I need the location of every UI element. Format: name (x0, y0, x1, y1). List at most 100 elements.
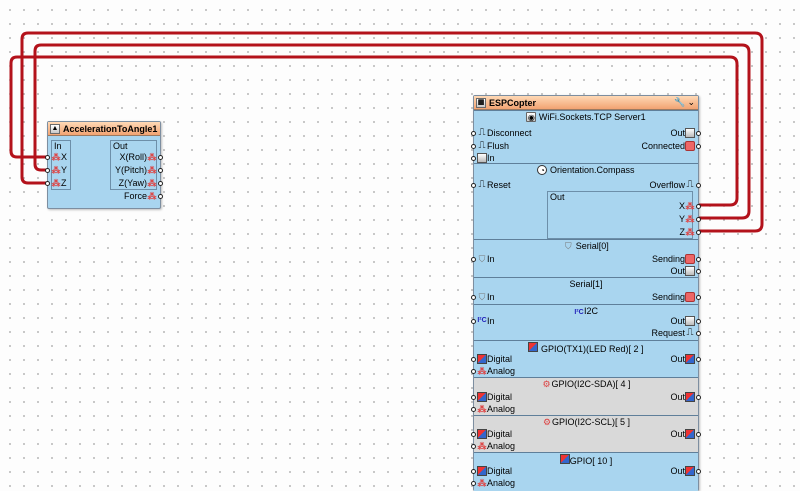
pin-analog[interactable]: Analog (471, 403, 515, 415)
pin-out[interactable]: Out (670, 315, 701, 327)
pin-connector[interactable] (696, 330, 701, 336)
pin-connector[interactable] (696, 431, 701, 437)
output-pin-force[interactable]: Force (124, 190, 163, 202)
pin-flush[interactable]: Flush (471, 140, 509, 152)
digital-icon (685, 141, 695, 151)
pin-overflow[interactable]: Overflow (649, 179, 701, 191)
gpio-10-section: GPIO[ 10 ] Digital Analog Out (471, 452, 701, 491)
pin-reset[interactable]: Reset (471, 179, 511, 191)
pin-connector[interactable] (471, 256, 476, 262)
component-header[interactable]: ▦ ESPCopter 🔧 ⌄ (474, 96, 698, 110)
pin-out[interactable]: Out (670, 265, 701, 277)
pin-connector[interactable] (471, 294, 476, 300)
input-pin-z[interactable]: Z (45, 177, 67, 189)
pin-connector[interactable] (471, 468, 476, 474)
pin-connector[interactable] (696, 229, 701, 235)
pin-connector[interactable] (696, 216, 701, 222)
output-pin-pitch[interactable]: Y(Pitch) (115, 164, 163, 176)
pin-connector[interactable] (158, 154, 163, 160)
pin-connected[interactable]: Connected (641, 140, 701, 152)
pin-disconnect[interactable]: Disconnect (471, 127, 532, 139)
pin-connector[interactable] (696, 468, 701, 474)
pin-in[interactable]: In (471, 152, 495, 164)
pin-connector[interactable] (696, 130, 701, 136)
chevron-down-icon[interactable]: ⌄ (687, 97, 695, 107)
espcopter-component[interactable]: ▦ ESPCopter 🔧 ⌄ ◉ WiFi.Sockets.TCP Serve… (471, 95, 701, 491)
component-header[interactable]: ▲ AccelerationToAngle1 (48, 122, 160, 136)
pin-connector[interactable] (696, 318, 701, 324)
pin-out[interactable]: Out (670, 465, 701, 477)
pin-connector[interactable] (696, 356, 701, 362)
section-title: I²CI2C (574, 306, 598, 316)
pulse-icon (685, 328, 695, 338)
serial-icon (477, 254, 487, 264)
pin-connector[interactable] (45, 167, 50, 173)
pin-connector[interactable] (471, 394, 476, 400)
pin-connector[interactable] (471, 155, 476, 161)
pin-sending[interactable]: Sending (652, 253, 701, 265)
acceleration-to-angle-component[interactable]: ▲ AccelerationToAngle1 In Out X Y Z X(Ro… (45, 121, 163, 209)
gpio-sda-section: GPIO(I2C-SDA)[ 4 ] Digital Analog Out (471, 377, 701, 416)
pin-connector[interactable] (696, 143, 701, 149)
pin-connector[interactable] (696, 182, 701, 188)
pin-connector[interactable] (45, 180, 50, 186)
section-title: Serial[0] (474, 241, 698, 251)
pin-connector[interactable] (696, 394, 701, 400)
pin-digital[interactable]: Digital (471, 465, 512, 477)
out-group-label: Out (550, 192, 565, 202)
pin-connector[interactable] (471, 130, 476, 136)
pin-out[interactable]: Out (670, 127, 701, 139)
pulse-icon (477, 128, 487, 138)
pin-y[interactable]: Y (679, 213, 701, 225)
input-pin-x[interactable]: X (45, 151, 67, 163)
pin-connector[interactable] (471, 182, 476, 188)
pin-connector[interactable] (158, 167, 163, 173)
pin-connector[interactable] (696, 268, 701, 274)
pin-connector[interactable] (45, 154, 50, 160)
pin-connector[interactable] (696, 294, 701, 300)
pin-in[interactable]: In (471, 291, 495, 303)
pin-z[interactable]: Z (680, 226, 701, 238)
i2c-icon: I²C (477, 317, 487, 324)
pin-connector[interactable] (471, 368, 476, 374)
pin-out[interactable]: Out (670, 391, 701, 403)
pin-in[interactable]: I²C In (471, 315, 495, 327)
digital-icon (477, 392, 487, 402)
digital-icon (685, 292, 695, 302)
pin-connector[interactable] (471, 443, 476, 449)
analog-icon (477, 441, 487, 451)
pin-analog[interactable]: Analog (471, 440, 515, 452)
pin-out[interactable]: Out (670, 353, 701, 365)
digital-icon (685, 254, 695, 264)
pin-digital[interactable]: Digital (471, 353, 512, 365)
pin-connector[interactable] (158, 180, 163, 186)
section-title: GPIO(TX1)(LED Red)[ 2 ] (474, 342, 698, 354)
tcp-icon: ◉ (526, 112, 537, 122)
pin-connector[interactable] (471, 431, 476, 437)
disabled-icon (541, 379, 551, 389)
section-title: ◉ WiFi.Sockets.TCP Server1 (526, 112, 646, 122)
pin-connector[interactable] (471, 406, 476, 412)
pin-connector[interactable] (471, 356, 476, 362)
component-icon: ▦ (476, 97, 486, 108)
pin-connector[interactable] (471, 143, 476, 149)
pin-x[interactable]: X (679, 200, 701, 212)
pin-connector[interactable] (471, 480, 476, 486)
wrench-icon[interactable]: 🔧 (674, 97, 686, 107)
analog-icon (477, 404, 487, 414)
output-pin-yaw[interactable]: Z(Yaw) (119, 177, 163, 189)
pin-analog[interactable]: Analog (471, 365, 515, 377)
pin-connector[interactable] (471, 318, 476, 324)
pin-connector[interactable] (696, 203, 701, 209)
pin-out[interactable]: Out (670, 428, 701, 440)
pin-in[interactable]: In (471, 253, 495, 265)
pin-analog[interactable]: Analog (471, 477, 515, 489)
pin-request[interactable]: Request (651, 327, 701, 339)
pin-connector[interactable] (158, 193, 163, 199)
pin-connector[interactable] (696, 256, 701, 262)
pin-sending[interactable]: Sending (652, 291, 701, 303)
pin-digital[interactable]: Digital (471, 428, 512, 440)
pin-digital[interactable]: Digital (471, 391, 512, 403)
input-pin-y[interactable]: Y (45, 164, 67, 176)
output-pin-roll[interactable]: X(Roll) (119, 151, 163, 163)
